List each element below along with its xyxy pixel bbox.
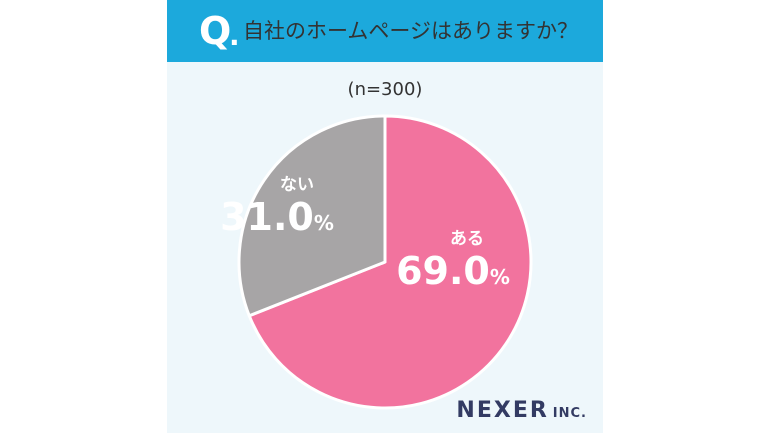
logo-main: NEXER [456, 398, 549, 423]
question-header: Q . 自社のホームページはありますか？ [167, 0, 603, 62]
slice-category-label-2: ない [280, 175, 314, 195]
slice-category-label-1: ある [450, 229, 484, 249]
chart-frame: Q . 自社のホームページはありますか？ (n=300) ある 69.0% ない 31… [167, 0, 603, 433]
question-text: 自社のホームページはありますか？ [243, 19, 578, 43]
sample-size: (n=300) [347, 79, 423, 100]
slice-value-label-2: 31.0% [220, 195, 334, 239]
pie-slice-2 [237, 114, 387, 318]
q-dot: . [229, 19, 240, 52]
slice-value-label-1: 69.0% [396, 249, 510, 293]
logo-sub: INC. [552, 406, 587, 421]
pie-slice-1 [247, 114, 533, 410]
q-mark: Q [199, 9, 232, 53]
nexer-logo: NEXER INC. [456, 398, 587, 423]
